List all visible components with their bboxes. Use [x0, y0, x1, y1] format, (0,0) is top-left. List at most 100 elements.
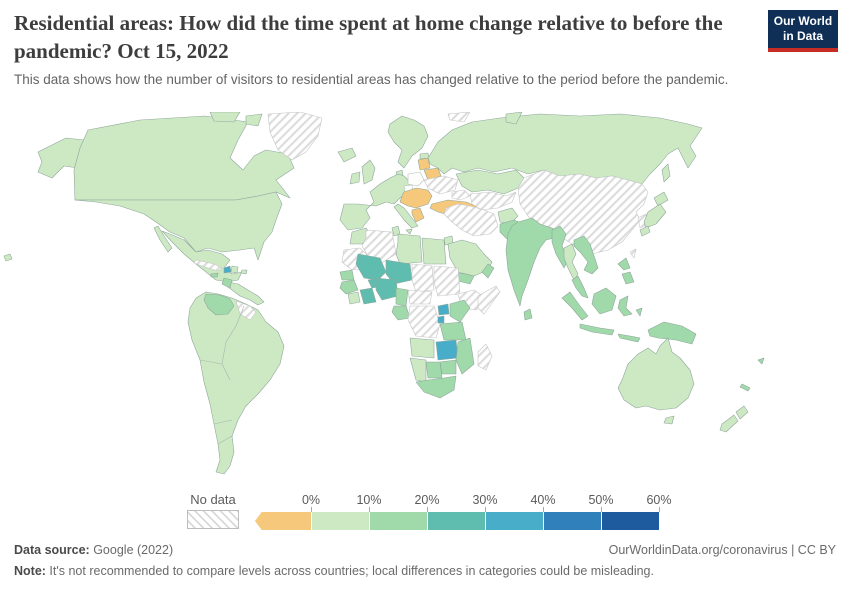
country-canada-arctic-2[interactable]	[245, 113, 263, 127]
country-namibia[interactable]	[409, 357, 427, 383]
country-usa[interactable]	[74, 191, 283, 261]
country-scandinavia[interactable]	[387, 115, 429, 169]
legend-segment-30-40%[interactable]	[485, 512, 543, 530]
country-ukraine[interactable]	[423, 175, 459, 195]
legend-segment-40-50%[interactable]	[543, 512, 601, 530]
country-cameroon[interactable]	[395, 287, 409, 307]
country-libya[interactable]	[395, 233, 423, 265]
country-balkans[interactable]	[399, 187, 433, 209]
country-kenya[interactable]	[449, 299, 471, 323]
no-data-swatch[interactable]	[187, 510, 239, 529]
country-somalia[interactable]	[477, 285, 501, 315]
country-egypt[interactable]	[421, 237, 447, 265]
country-australia[interactable]	[617, 337, 695, 411]
legend-no-data[interactable]: No data	[187, 492, 239, 529]
country-java[interactable]	[579, 323, 615, 336]
country-nigeria[interactable]	[375, 277, 399, 301]
country-japan-kyushu[interactable]	[639, 225, 651, 237]
country-puerto-rico[interactable]	[240, 269, 248, 275]
country-philippines-2[interactable]	[621, 271, 635, 285]
country-baja[interactable]	[153, 225, 173, 253]
country-canada[interactable]	[73, 115, 295, 201]
country-sudan[interactable]	[433, 265, 461, 297]
country-taiwan[interactable]	[629, 248, 637, 259]
country-uk[interactable]	[361, 159, 376, 185]
country-car[interactable]	[407, 289, 433, 305]
country-italy[interactable]	[393, 203, 419, 229]
country-zambia[interactable]	[435, 339, 459, 361]
country-tasmania[interactable]	[663, 415, 675, 425]
country-tanzania[interactable]	[439, 321, 467, 341]
country-senegal[interactable]	[339, 269, 355, 281]
country-lesser-sunda[interactable]	[617, 333, 641, 343]
country-south-america[interactable]	[187, 291, 285, 475]
country-cuba[interactable]	[193, 259, 223, 272]
country-greece[interactable]	[411, 207, 425, 223]
country-japan-hokkaido[interactable]	[653, 191, 669, 207]
country-guyanas[interactable]	[235, 300, 257, 321]
country-iran-iraq[interactable]	[443, 203, 499, 237]
country-uganda[interactable]	[437, 303, 450, 316]
legend-segment-10-20%[interactable]	[369, 512, 427, 530]
country-chad[interactable]	[411, 263, 435, 293]
country-angola[interactable]	[409, 337, 435, 359]
country-russia[interactable]	[427, 113, 703, 185]
country-philippines-1[interactable]	[617, 257, 631, 271]
owid-url-link[interactable]: OurWorldinData.org/coronavirus | CC BY	[608, 543, 836, 557]
country-drc[interactable]	[407, 305, 441, 339]
legend-segment-20-30%[interactable]	[427, 512, 485, 530]
country-ireland[interactable]	[349, 171, 361, 185]
country-sumatra[interactable]	[561, 291, 589, 321]
legend-segment-<0%[interactable]	[255, 512, 311, 530]
country-jamaica[interactable]	[210, 272, 219, 278]
country-rwanda[interactable]	[437, 315, 445, 324]
country-west-europe[interactable]	[339, 173, 411, 231]
country-sri-lanka[interactable]	[523, 308, 533, 321]
country-japan-honshu[interactable]	[643, 203, 667, 229]
country-baltics[interactable]	[417, 157, 431, 171]
country-svalbard[interactable]	[447, 112, 471, 123]
country-novaya-zemlya[interactable]	[505, 112, 523, 125]
country-ivory-coast[interactable]	[347, 291, 361, 305]
country-belarus[interactable]	[423, 167, 442, 181]
country-new-caledonia[interactable]	[739, 383, 751, 392]
country-sulawesi[interactable]	[617, 295, 633, 317]
country-dominican-republic[interactable]	[230, 265, 239, 274]
country-guinea[interactable]	[339, 279, 359, 295]
legend-segment-0-10%[interactable]	[311, 512, 369, 530]
country-kazakhstan[interactable]	[455, 169, 525, 195]
country-nz-north[interactable]	[735, 405, 749, 420]
legend-segment-50-60%[interactable]	[601, 512, 659, 530]
country-niger[interactable]	[385, 259, 413, 285]
country-madagascar[interactable]	[477, 343, 493, 371]
country-poland[interactable]	[407, 171, 425, 187]
country-caucasus[interactable]	[451, 189, 471, 201]
country-iceland[interactable]	[337, 147, 357, 163]
country-malaysia[interactable]	[571, 275, 589, 299]
country-alaska[interactable]	[37, 137, 91, 179]
country-greenland[interactable]	[267, 112, 323, 161]
country-ghana[interactable]	[359, 287, 377, 305]
country-oman[interactable]	[481, 263, 495, 279]
country-sakhalin[interactable]	[661, 163, 671, 183]
country-guatemala[interactable]	[221, 277, 233, 289]
country-south-africa[interactable]	[415, 375, 457, 399]
country-nz-south[interactable]	[719, 414, 739, 433]
country-sicily[interactable]	[405, 228, 413, 235]
country-zimbabwe[interactable]	[439, 359, 457, 375]
country-central-asia[interactable]	[469, 191, 517, 211]
country-vietnam[interactable]	[573, 235, 599, 275]
country-canada-arctic-1[interactable]	[209, 112, 241, 123]
country-new-guinea[interactable]	[647, 321, 697, 345]
country-thailand[interactable]	[563, 243, 579, 281]
country-moluccas[interactable]	[635, 307, 643, 317]
country-mexico[interactable]	[161, 230, 243, 283]
country-mozambique[interactable]	[455, 337, 475, 375]
country-gabon-congo[interactable]	[391, 305, 411, 321]
country-borneo[interactable]	[591, 287, 617, 315]
country-india[interactable]	[505, 217, 561, 307]
country-fiji[interactable]	[757, 357, 765, 365]
country-hawaii[interactable]	[3, 253, 13, 262]
country-venezuela[interactable]	[203, 293, 235, 316]
country-botswana[interactable]	[425, 361, 443, 379]
